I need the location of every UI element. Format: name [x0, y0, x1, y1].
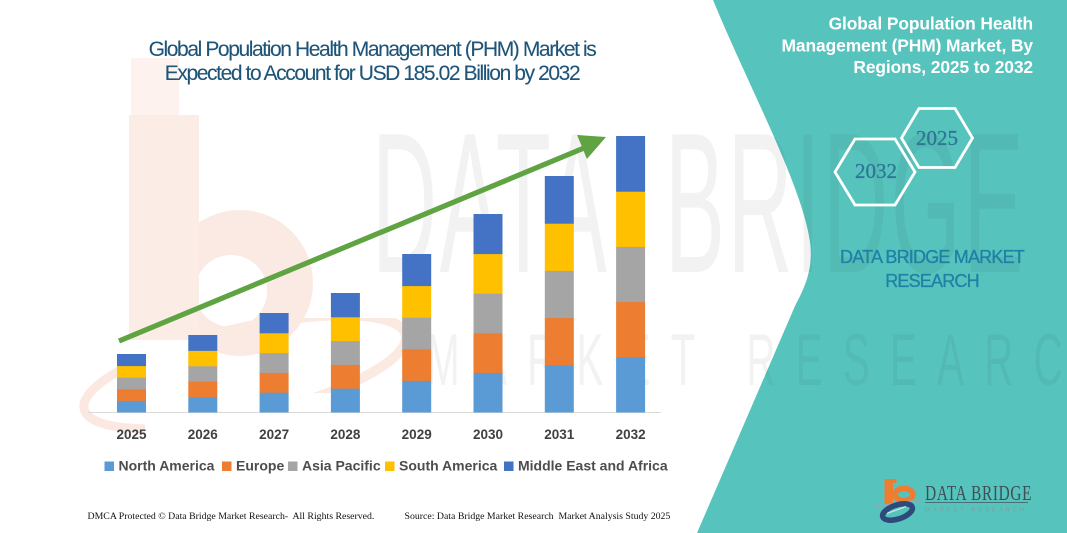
svg-text:DATA BRIDGE: DATA BRIDGE	[925, 482, 1032, 506]
svg-text:Europe: Europe	[236, 458, 284, 474]
svg-text:2025: 2025	[916, 126, 958, 150]
svg-text:2029: 2029	[402, 427, 432, 442]
svg-text:2032: 2032	[616, 427, 646, 442]
svg-text:2028: 2028	[330, 427, 361, 442]
svg-text:2026: 2026	[188, 427, 219, 442]
svg-text:North America: North America	[119, 458, 215, 474]
svg-text:2030: 2030	[473, 427, 503, 442]
svg-text:South America: South America	[399, 458, 497, 474]
svg-text:MARKET RESEARCH: MARKET RESEARCH	[925, 508, 1027, 514]
svg-text:Management (PHM) Market, By: Management (PHM) Market, By	[782, 36, 1034, 56]
svg-text:DATA BRIDGE MARKET: DATA BRIDGE MARKET	[840, 247, 1025, 267]
svg-text:DMCA Protected © Data Bridge M: DMCA Protected © Data Bridge Market Rese…	[88, 511, 375, 522]
svg-text:RESEARCH: RESEARCH	[885, 271, 979, 291]
svg-text:2027: 2027	[259, 427, 289, 442]
svg-text:Regions, 2025 to 2032: Regions, 2025 to 2032	[853, 57, 1033, 77]
svg-text:2031: 2031	[544, 427, 575, 442]
svg-text:Source: Data Bridge Market Res: Source: Data Bridge Market Research Mark…	[405, 511, 671, 522]
svg-text:Expected to Account for USD 18: Expected to Account for USD 185.02 Billi…	[165, 62, 580, 85]
svg-text:Global Population Health Manag: Global Population Health Management (PHM…	[149, 38, 597, 61]
svg-text:2032: 2032	[855, 159, 897, 183]
svg-text:Global Population Health: Global Population Health	[829, 14, 1033, 34]
svg-text:2025: 2025	[116, 427, 147, 442]
svg-text:Middle East and Africa: Middle East and Africa	[518, 458, 668, 474]
svg-text:Asia Pacific: Asia Pacific	[302, 458, 381, 474]
